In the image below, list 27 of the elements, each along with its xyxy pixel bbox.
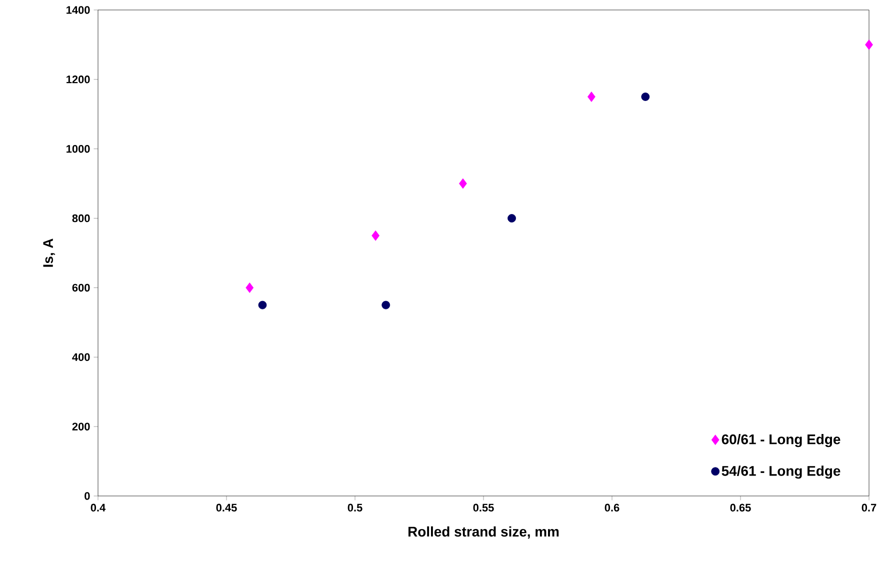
point: [258, 300, 267, 310]
point: [508, 214, 516, 222]
point: [588, 92, 596, 102]
legend-label: 60/61 - Long Edge: [722, 434, 840, 448]
y-tick-label: 1000: [66, 144, 90, 153]
x-tick-label: 0.45: [216, 504, 237, 512]
y-tick-label: 800: [72, 214, 90, 222]
x-axis-title: Rolled strand size, mm: [408, 526, 559, 539]
y-tick-label: 400: [72, 353, 90, 362]
y-tick-label: 1400: [66, 6, 90, 14]
point: [372, 230, 380, 241]
y-axis-title: Is, A: [43, 238, 56, 267]
point: [641, 92, 650, 101]
y-tick-label: 1200: [66, 76, 90, 84]
point: [459, 178, 467, 189]
y-tick-label: 600: [72, 284, 90, 292]
point: [246, 282, 254, 293]
point: [382, 300, 390, 310]
x-tick-label: 0.6: [604, 504, 620, 512]
x-tick-label: 0.65: [730, 504, 751, 512]
y-tick-label: 200: [72, 422, 90, 430]
x-tick-label: 0.4: [90, 504, 106, 512]
x-tick-label: 0.5: [348, 504, 362, 512]
x-tick-label: 0.55: [473, 504, 494, 512]
x-tick-label: 0.7: [862, 504, 876, 512]
legend-label: 54/61 - Long Edge: [722, 466, 840, 479]
y-tick-label: 0: [84, 492, 90, 500]
